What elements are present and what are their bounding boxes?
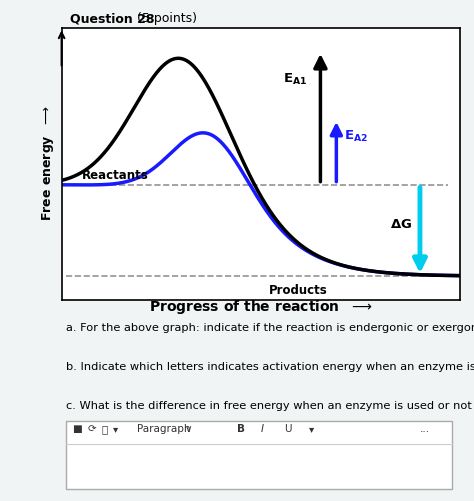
Text: Paragraph: Paragraph <box>137 424 191 434</box>
Text: a. For the above graph: indicate if the reaction is endergonic or exergonic.: a. For the above graph: indicate if the … <box>65 323 474 333</box>
Text: c. What is the difference in free energy when an enzyme is used or not ?: c. What is the difference in free energy… <box>65 401 474 411</box>
Text: (5 points): (5 points) <box>133 12 197 25</box>
Text: ■: ■ <box>72 424 82 434</box>
Text: 🔗: 🔗 <box>101 424 108 434</box>
Text: $\mathbf{E_{A2}}$: $\mathbf{E_{A2}}$ <box>344 129 368 144</box>
Text: U: U <box>284 424 292 434</box>
Text: ∨: ∨ <box>185 424 192 434</box>
Text: $\mathbf{E_{A1}}$: $\mathbf{E_{A1}}$ <box>283 72 307 87</box>
Text: ...: ... <box>420 424 430 434</box>
Text: Progress of the reaction  $\longrightarrow$: Progress of the reaction $\longrightarro… <box>149 298 373 316</box>
Text: Question 28: Question 28 <box>70 12 154 25</box>
Text: ⟳: ⟳ <box>88 424 96 434</box>
FancyBboxPatch shape <box>65 421 452 489</box>
Text: b. Indicate which letters indicates activation energy when an enzyme is used.: b. Indicate which letters indicates acti… <box>65 362 474 372</box>
Text: ▾: ▾ <box>309 424 314 434</box>
Text: Reactants: Reactants <box>82 169 148 182</box>
Text: Products: Products <box>269 285 328 298</box>
Text: $\mathbf{\Delta G}$: $\mathbf{\Delta G}$ <box>390 218 412 230</box>
Text: I: I <box>261 424 264 434</box>
Text: ▾: ▾ <box>113 424 118 434</box>
Y-axis label: Free energy  $\longrightarrow$: Free energy $\longrightarrow$ <box>40 106 56 221</box>
Text: B: B <box>237 424 245 434</box>
